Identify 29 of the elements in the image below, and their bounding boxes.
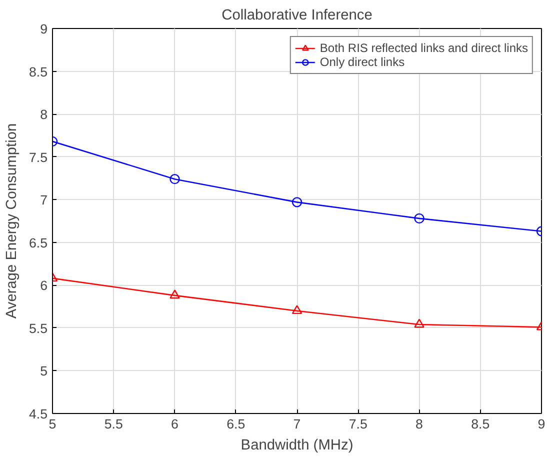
y-tick-label: 8 bbox=[40, 107, 48, 122]
x-tick-label: 6.5 bbox=[226, 416, 246, 432]
x-tick-label: 7 bbox=[293, 416, 301, 432]
y-tick-label: 4.5 bbox=[28, 406, 48, 422]
legend-label: Only direct links bbox=[320, 55, 405, 69]
y-tick-label: 5.5 bbox=[28, 320, 48, 336]
y-tick-label: 7 bbox=[40, 192, 48, 208]
x-tick-label: 5.5 bbox=[104, 416, 123, 432]
x-axis-title: Bandwidth (MHz) bbox=[240, 438, 354, 454]
y-tick-label: 6 bbox=[40, 278, 48, 294]
x-tick-label: 7.5 bbox=[348, 416, 368, 432]
y-tick-label: 6.5 bbox=[28, 235, 48, 250]
y-tick-label: 7.5 bbox=[28, 150, 48, 165]
chart-title: Collaborative Inference bbox=[222, 8, 372, 24]
x-tick-label: 9 bbox=[538, 416, 546, 432]
y-tick-label: 5 bbox=[40, 364, 48, 379]
y-tick-label: 9 bbox=[40, 22, 48, 36]
point bbox=[414, 318, 424, 328]
point bbox=[292, 305, 302, 314]
point bbox=[292, 197, 302, 208]
point bbox=[414, 213, 424, 224]
x-tick-label: 6 bbox=[171, 416, 178, 432]
legend-label: Both RIS reflected links and direct links bbox=[320, 41, 528, 55]
point bbox=[170, 290, 180, 299]
y-axis-title: Average Energy Consumption bbox=[4, 123, 20, 319]
x-tick-label: 8.5 bbox=[471, 416, 490, 432]
point bbox=[170, 174, 180, 184]
x-tick-label: 8 bbox=[416, 416, 423, 432]
y-tick-label: 8.5 bbox=[28, 64, 48, 80]
